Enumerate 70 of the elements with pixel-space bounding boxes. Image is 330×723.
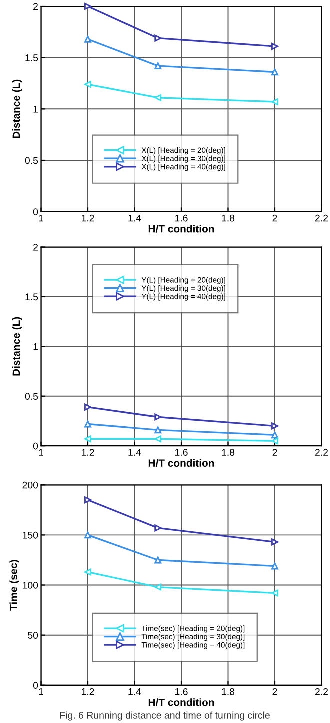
x-tick-label: 1.2: [82, 214, 94, 222]
x-tick-label: 1: [39, 688, 44, 696]
x-tick-label: 1.6: [175, 688, 188, 696]
x-tick-label: 2: [272, 688, 278, 696]
y-tick-label: 0: [33, 442, 38, 450]
x-tick-label: 1.6: [175, 449, 188, 456]
x-tick-label: 1: [39, 449, 44, 456]
y-tick-label: 1: [34, 106, 38, 113]
x-tick-label: 1.2: [82, 449, 94, 456]
point: [154, 62, 162, 70]
point: [84, 404, 92, 411]
point: [272, 438, 278, 445]
x-tick-label: 1.8: [222, 449, 235, 456]
y-tick-label: 150: [22, 532, 38, 539]
point: [154, 436, 162, 443]
x-axis-title: H/T condition: [148, 698, 214, 706]
x-axis-title: H/T condition: [148, 225, 214, 233]
x-tick-label: 1.8: [222, 214, 235, 222]
y-axis-title: Distance (L): [12, 80, 22, 138]
x-tick-label: 2: [272, 214, 278, 222]
point: [84, 81, 92, 88]
y-tick-label: 100: [22, 582, 38, 589]
point: [154, 34, 162, 42]
point: [84, 568, 92, 576]
x-tick-label: 1.4: [128, 688, 142, 696]
y-tick-label: 1.5: [26, 294, 38, 301]
x-axis-title: H/T condition: [148, 459, 214, 468]
y-tick-label: 1.5: [26, 54, 38, 62]
point: [272, 562, 278, 570]
point: [272, 590, 278, 597]
x-tick-label: 1.4: [128, 214, 142, 222]
x-tick-label: 1.6: [175, 214, 188, 222]
point: [84, 420, 92, 428]
x-tick-label: 2: [272, 449, 278, 456]
y-tick-label: 0.5: [25, 393, 38, 400]
point: [84, 532, 92, 539]
caption: Fig. 6 Running distance and time of turning circle: [60, 712, 270, 721]
point: [272, 538, 278, 546]
y-tick-label: 2: [34, 3, 38, 10]
y-tick-label: 1: [34, 344, 38, 350]
point: [84, 496, 92, 504]
x-tick-label: 1.4: [128, 449, 142, 456]
x-tick-label: 2.2: [315, 688, 328, 696]
y-tick-label: 50: [28, 632, 38, 639]
x-tick-label: 2.2: [315, 449, 328, 456]
point: [272, 98, 278, 106]
y-tick-label: 0: [33, 682, 38, 690]
point: [154, 94, 162, 102]
x-tick-label: 1.8: [222, 688, 235, 696]
point: [272, 432, 278, 439]
y-tick-label: 200: [22, 482, 38, 489]
y-axis-title: Distance (L): [12, 317, 22, 376]
y-tick-label: 0: [33, 208, 38, 216]
y-tick-label: 0.5: [25, 157, 38, 164]
point: [84, 3, 92, 10]
point: [272, 422, 278, 430]
y-tick-label: 2: [34, 244, 38, 251]
point: [154, 556, 162, 564]
point: [154, 584, 162, 591]
x-tick-label: 1.2: [82, 688, 94, 696]
point: [84, 36, 92, 43]
y-axis-title: Time (sec): [10, 560, 20, 611]
point: [84, 436, 92, 443]
x-tick-label: 2.2: [315, 214, 328, 222]
point: [272, 68, 278, 76]
x-tick-label: 1: [39, 214, 44, 222]
point: [154, 426, 162, 434]
point: [272, 43, 278, 50]
point: [154, 524, 162, 532]
point: [154, 414, 162, 421]
